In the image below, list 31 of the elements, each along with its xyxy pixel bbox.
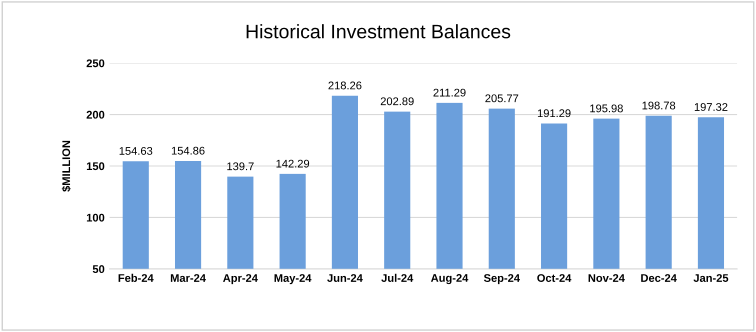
x-tick-label: May-24 — [274, 274, 312, 284]
data-label: 205.77 — [485, 94, 518, 102]
data-label: 211.29 — [433, 88, 466, 97]
y-tick-label: 50 — [92, 265, 104, 274]
data-label: 198.78 — [642, 102, 676, 110]
data-label: 218.26 — [328, 82, 362, 90]
data-label: 139.7 — [227, 162, 254, 170]
x-tick-label: Jul-24 — [381, 274, 414, 282]
y-tick-label: 250 — [86, 59, 104, 68]
data-label: 191.29 — [538, 109, 571, 118]
x-tick-label: Sep-24 — [484, 274, 520, 284]
x-tick-label: Apr-24 — [223, 274, 258, 284]
data-label: 195.98 — [590, 104, 623, 112]
x-tick-label: Oct-24 — [537, 274, 572, 282]
y-tick-label: 150 — [86, 162, 104, 170]
x-tick-label: Dec-24 — [641, 274, 677, 282]
data-label: 154.86 — [172, 146, 205, 155]
x-tick-label: Feb-24 — [118, 274, 154, 282]
x-tick-label: Mar-24 — [170, 274, 206, 282]
x-tick-label: Jan-25 — [694, 274, 728, 282]
chart-title: Historical Investment Balances — [246, 24, 510, 38]
data-label: 197.32 — [694, 103, 728, 111]
y-axis-title: $MILLION — [62, 140, 71, 192]
data-label: 142.29 — [276, 160, 310, 168]
y-tick-label: 200 — [86, 110, 104, 119]
x-tick-label: Aug-24 — [430, 274, 468, 284]
x-tick-label: Jun-24 — [327, 274, 363, 282]
data-label: 202.89 — [380, 97, 414, 106]
x-tick-label: Nov-24 — [588, 274, 625, 282]
y-tick-label: 100 — [86, 214, 104, 222]
data-label: 154.63 — [120, 147, 152, 155]
